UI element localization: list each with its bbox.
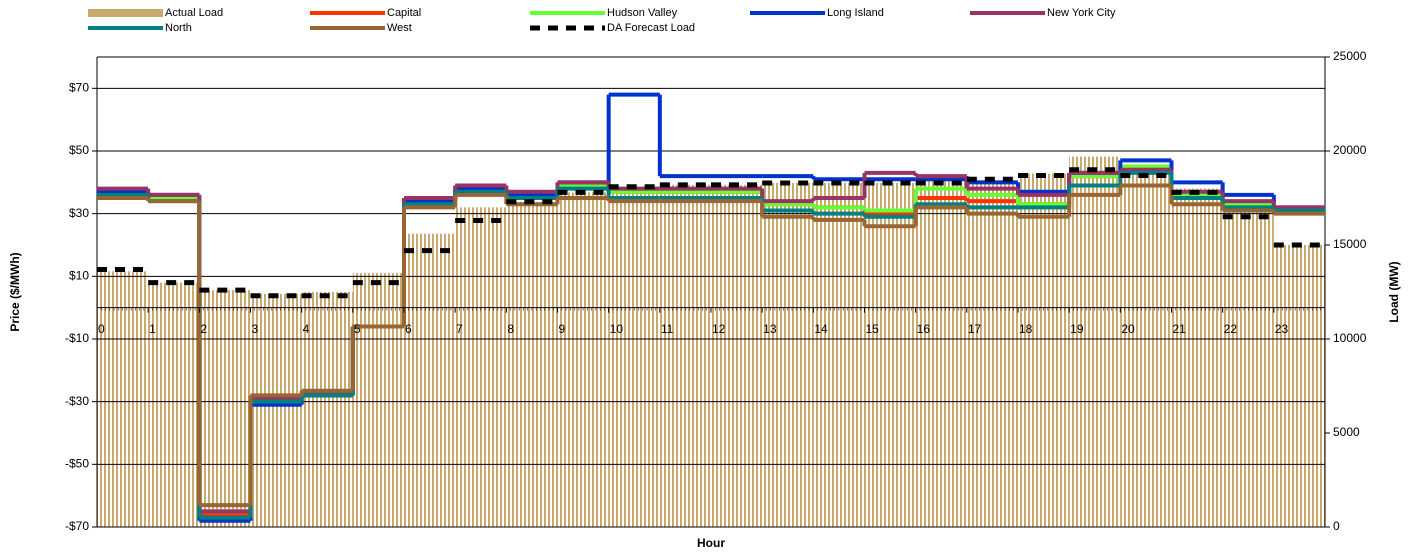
x-tick-label: 20 xyxy=(1121,322,1135,336)
load-bar xyxy=(711,184,763,527)
x-tick-label: 6 xyxy=(405,322,412,336)
x-tick-label: 19 xyxy=(1070,322,1084,336)
load-bar xyxy=(199,290,251,527)
legend-label: DA Forecast Load xyxy=(607,22,695,34)
x-tick-label: 0 xyxy=(98,322,105,336)
x-tick-label: 4 xyxy=(303,322,310,336)
legend-label: Long Island xyxy=(827,7,884,19)
x-tick-label: 3 xyxy=(252,322,259,336)
legend-label: West xyxy=(387,22,412,34)
y-tick-label: $50 xyxy=(69,143,89,157)
x-tick-label: 14 xyxy=(814,322,828,336)
x-tick-label: 10 xyxy=(610,322,624,336)
load-bar xyxy=(404,233,456,527)
x-tick-label: 15 xyxy=(866,322,880,336)
legend-label: Actual Load xyxy=(165,7,223,19)
legend-label: Capital xyxy=(387,7,421,19)
y2-tick-label: 5000 xyxy=(1333,425,1360,439)
y-tick-label: $70 xyxy=(69,81,89,95)
x-tick-label: 2 xyxy=(200,322,207,336)
load-bar xyxy=(1120,169,1172,528)
x-tick-label: 8 xyxy=(507,322,514,336)
x-tick-label: 18 xyxy=(1019,322,1033,336)
y2-tick-label: 0 xyxy=(1333,519,1340,533)
load-bar xyxy=(557,192,609,528)
x-axis-title: Hour xyxy=(697,536,725,550)
y2-tick-label: 10000 xyxy=(1333,331,1367,345)
load-bar xyxy=(506,201,558,527)
load-bar xyxy=(148,282,200,527)
x-tick-label: 1 xyxy=(149,322,156,336)
x-tick-label: 22 xyxy=(1224,322,1238,336)
load-bar xyxy=(915,181,967,527)
x-tick-label: 9 xyxy=(559,322,566,336)
load-bar xyxy=(864,182,916,527)
x-tick-label: 11 xyxy=(661,322,674,336)
load-bar xyxy=(966,181,1018,527)
load-bar xyxy=(250,293,302,527)
y-tick-label: $30 xyxy=(69,206,89,220)
x-tick-label: 13 xyxy=(763,322,777,336)
load-bar xyxy=(1171,188,1223,527)
load-bar xyxy=(813,182,865,527)
load-bar xyxy=(301,292,353,527)
x-tick-label: 16 xyxy=(917,322,931,336)
load-bar xyxy=(762,182,814,527)
y-tick-label: -$10 xyxy=(65,331,89,345)
x-tick-label: 5 xyxy=(354,322,361,336)
y-tick-label: -$30 xyxy=(65,394,89,408)
y-tick-label: $10 xyxy=(69,269,89,283)
load-bar xyxy=(1222,211,1274,527)
load-bar xyxy=(608,186,660,527)
legend-label: North xyxy=(165,22,192,34)
load-bar xyxy=(455,207,507,527)
y2-tick-label: 20000 xyxy=(1333,143,1367,157)
load-bar xyxy=(1273,245,1325,527)
legend-swatch xyxy=(88,9,163,17)
load-bar xyxy=(1018,173,1070,527)
legend-label: Hudson Valley xyxy=(607,7,678,19)
x-tick-label: 23 xyxy=(1275,322,1289,336)
y-axis-title: Price ($/MWh) xyxy=(8,252,22,331)
load-bar xyxy=(352,273,404,527)
y2-tick-label: 15000 xyxy=(1333,237,1367,251)
legend-label: New York City xyxy=(1047,7,1116,19)
y2-axis-title: Load (MW) xyxy=(1387,261,1401,322)
y-tick-label: -$50 xyxy=(65,457,89,471)
y-tick-label: -$70 xyxy=(65,519,89,533)
x-tick-label: 12 xyxy=(712,322,726,336)
x-tick-label: 17 xyxy=(968,322,982,336)
x-tick-label: 21 xyxy=(1173,322,1187,336)
x-tick-label: 7 xyxy=(456,322,463,336)
load-bar xyxy=(97,271,149,527)
y2-tick-label: 25000 xyxy=(1333,49,1367,63)
load-bar xyxy=(659,184,711,527)
load-bar xyxy=(1069,156,1121,527)
